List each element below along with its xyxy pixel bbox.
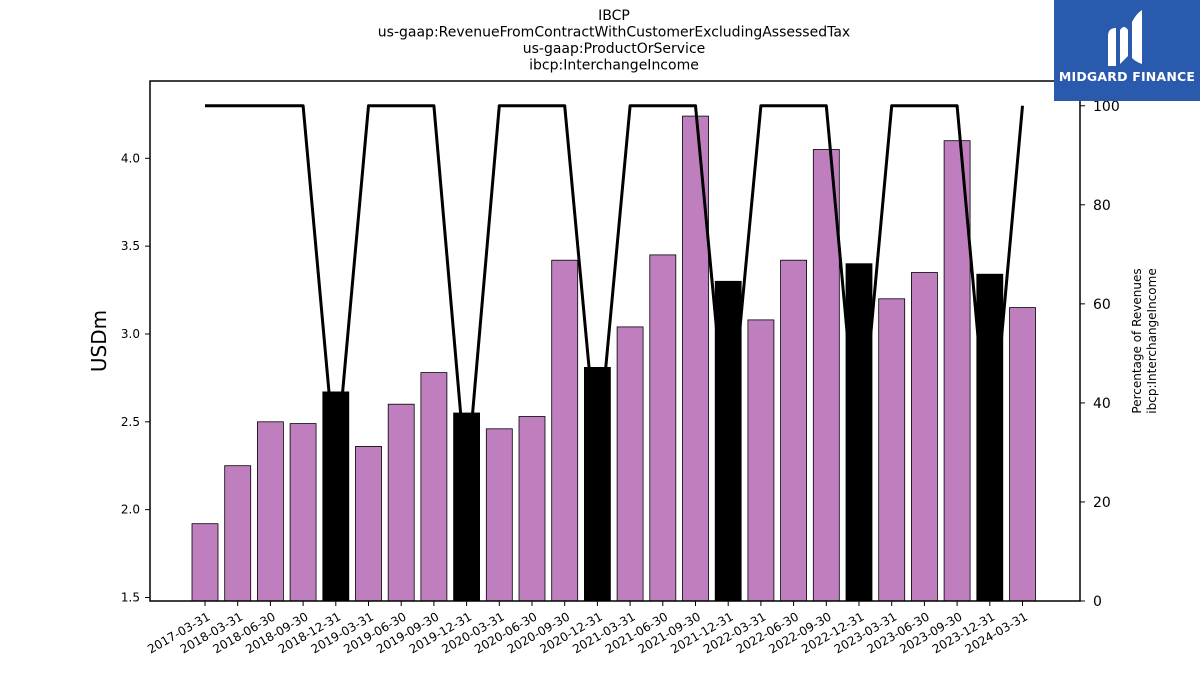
y2-tick-label: 0: [1093, 594, 1102, 610]
y2-tick-label: 40: [1093, 396, 1111, 412]
y-axis-label: USDm: [87, 310, 111, 372]
bar-2022-12-31: [845, 263, 873, 602]
y-tick-label: 3.0: [121, 327, 140, 341]
bar-2023-03-31: [878, 298, 906, 602]
axes: [149, 80, 1081, 602]
bar-2017-03-31: [191, 523, 219, 602]
bar-2023-12-31: [976, 273, 1004, 602]
logo-text: MIDGARD FINANCE: [1058, 69, 1196, 84]
bar-2018-12-31: [322, 391, 350, 602]
bar-2020-09-30: [551, 259, 579, 602]
bar-2022-06-30: [780, 259, 807, 602]
y2-tick-label: 60: [1093, 297, 1111, 313]
axis-labels: USDm Percentage of Revenues ibcp:Interchan…: [87, 268, 1159, 413]
bar-2023-06-30: [911, 272, 938, 602]
bar-2020-12-31: [584, 366, 611, 602]
midgard-logo-mark-icon: [1108, 10, 1142, 66]
percentage-line: [205, 104, 1024, 484]
bar-2018-03-31: [224, 465, 252, 602]
bar-2020-06-30: [518, 416, 546, 602]
y-tick-label: 3.5: [121, 239, 140, 253]
y2-tick-label: 100: [1093, 99, 1120, 115]
y2-tick-label: 80: [1093, 198, 1111, 214]
plot-frame: [149, 80, 1081, 602]
y2-axis-label-line-2: ibcp:InterchangeIncome: [1145, 268, 1159, 413]
bar-2019-09-30: [420, 372, 448, 602]
bar-2022-03-31: [747, 319, 775, 602]
y2-axis-label-line-1: Percentage of Revenues: [1130, 268, 1144, 413]
bar-2022-09-30: [812, 149, 840, 602]
chart-title: IBCPus-gaap:RevenueFromContractWithCusto…: [378, 8, 850, 74]
bar-2019-03-31: [355, 445, 382, 602]
percentage-line-series: [205, 104, 1024, 484]
y-tick-label: 2.5: [121, 415, 140, 429]
title-line-4: ibcp:InterchangeIncome: [529, 58, 699, 74]
bar-series: [191, 115, 1036, 602]
bar-2021-06-30: [649, 254, 677, 602]
title-line-3: us-gaap:ProductOrService: [523, 41, 706, 57]
y-tick-label: 4.0: [121, 151, 140, 165]
bar-2024-03-31: [1009, 307, 1036, 602]
title-line-2: us-gaap:RevenueFromContractWithCustomerE…: [378, 25, 850, 41]
bar-2019-06-30: [387, 403, 415, 602]
title-line-1: IBCP: [598, 8, 630, 24]
bar-2021-03-31: [616, 326, 644, 602]
y-tick-label: 2.0: [121, 503, 140, 517]
y-tick-label: 1.5: [121, 590, 140, 604]
midgard-finance-logo: MIDGARD FINANCE: [1054, 0, 1200, 101]
bar-2018-06-30: [256, 421, 284, 602]
bar-2018-09-30: [289, 423, 317, 602]
bar-2020-03-31: [485, 428, 513, 602]
y2-tick-label: 20: [1093, 495, 1111, 511]
bar-2019-12-31: [453, 412, 481, 602]
